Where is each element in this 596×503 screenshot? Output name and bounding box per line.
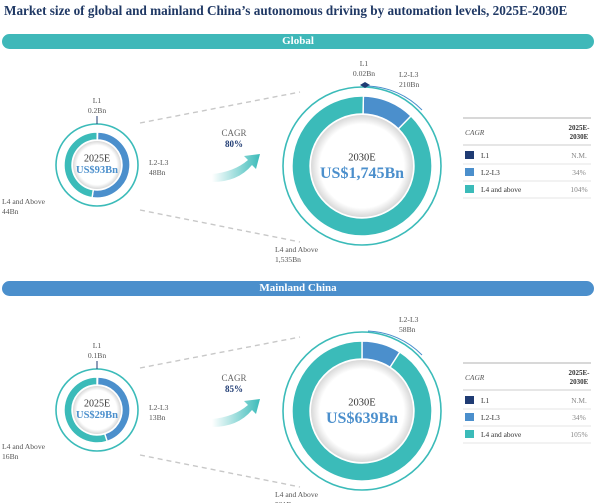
china-table-row-value-0: N.M. (571, 396, 587, 405)
china-table-row-name-1: L2-L3 (481, 413, 500, 422)
china-table-header-period-2: 2030E (570, 378, 589, 386)
global-2030-l1-value: 0.02Bn (353, 69, 375, 78)
global-2030-l1-name: L1 (360, 59, 369, 68)
china-connector-bottom (139, 454, 301, 488)
china-2030-l4-name: L4 and Above (275, 490, 319, 499)
china-2025-l2-name: L2-L3 (149, 403, 169, 412)
china-2025-total-label: US$29Bn (76, 410, 118, 421)
global-connector-top (139, 91, 301, 124)
china-table-row-name-2: L4 and above (481, 430, 522, 439)
global-2025-inner-disc (73, 141, 121, 189)
global-table-row-value-2: 104% (570, 185, 587, 194)
global-2025-l4-value: 44Bn (2, 207, 19, 216)
global-2030-l2-name: L2-L3 (399, 70, 419, 79)
china-2030-year-label: 2030E (348, 397, 375, 408)
global-2025-year-label: 2025E (84, 153, 110, 164)
global-2030-l4-name: L4 and Above (275, 245, 319, 254)
global-table-row-value-1: 34% (572, 168, 586, 177)
china-2025-inner-disc (73, 386, 121, 434)
china-2030-l2-name: L2-L3 (399, 315, 419, 324)
china-2030-l2-bracket (367, 330, 423, 356)
china-table-header-cagr: CAGR (465, 373, 485, 382)
section-band-china: Mainland China (2, 281, 594, 296)
global-2030-slice-l4-and-above (291, 95, 433, 237)
global-cagr-value: 80% (225, 139, 243, 149)
china-cagr-label: CAGR (221, 373, 246, 383)
global-table-swatch-2 (465, 185, 474, 193)
global-2030-l2-bracket (367, 85, 423, 111)
global-table-header-cagr: CAGR (465, 128, 485, 137)
chart-title: Market size of global and mainland China… (4, 3, 568, 18)
china-table-row-value-1: 34% (572, 413, 586, 422)
section-band-global: Global (2, 34, 594, 49)
global-2025-l1-value: 0.2Bn (88, 106, 107, 115)
china-table-row-value-2: 105% (570, 430, 587, 439)
china-table-swatch-1 (465, 413, 474, 421)
china-2025-l2-value: 13Bn (149, 413, 166, 422)
china-table-header-period-1: 2025E- (569, 369, 591, 377)
china-2025-l4-value: 16Bn (2, 452, 19, 461)
global-2025-total-label: US$93Bn (76, 165, 118, 176)
global-cagr-label: CAGR (221, 128, 246, 138)
china-2025-l1-name: L1 (93, 341, 102, 350)
global-table-row-name-2: L4 and above (481, 185, 522, 194)
global-connector-bottom (139, 209, 301, 243)
china-connector-top (139, 336, 301, 369)
global-cagr-arrow (212, 154, 260, 182)
global-table-row-name-1: L2-L3 (481, 168, 500, 177)
global-table-swatch-1 (465, 168, 474, 176)
global-2030-l4-value: 1,535Bn (275, 255, 301, 264)
china-table-row-name-0: L1 (481, 396, 490, 405)
global-2030-year-label: 2030E (348, 152, 375, 163)
china-2030-l4-value: 581Bn (275, 500, 295, 503)
global-2025-l2-value: 48Bn (149, 168, 166, 177)
china-2025-l1-value: 0.1Bn (88, 351, 107, 360)
china-cagr-value: 85% (225, 384, 243, 394)
china-2030-outer-ring (282, 331, 442, 491)
global-2030-inner-disc (311, 115, 413, 217)
china-2030-slice-l4-and-above (291, 340, 433, 482)
global-table-row-name-0: L1 (481, 151, 490, 160)
global-2030-total-label: US$1,745Bn (320, 165, 404, 182)
global-table-header-period-2: 2030E (570, 133, 589, 141)
china-2030-l2-value: 58Bn (399, 325, 416, 334)
global-table-header-period-1: 2025E- (569, 124, 591, 132)
global-table-swatch-0 (465, 151, 474, 159)
global-2030-l1-marker (360, 82, 370, 88)
china-2025-slice-l4-and-above (63, 376, 109, 444)
china-2025-l4-name: L4 and Above (2, 442, 46, 451)
china-2025-year-label: 2025E (84, 398, 110, 409)
china-table-swatch-0 (465, 396, 474, 404)
china-cagr-arrow (212, 399, 260, 427)
global-2025-l1-name: L1 (93, 96, 102, 105)
global-2025-l2-name: L2-L3 (149, 158, 169, 167)
global-2030-l2-value: 210Bn (399, 80, 419, 89)
global-2030-outer-ring (282, 86, 442, 246)
global-2025-slice-l4-and-above (63, 131, 98, 199)
china-2030-inner-disc (311, 360, 413, 462)
global-table-row-value-0: N.M. (571, 151, 587, 160)
global-2025-l4-name: L4 and Above (2, 197, 46, 206)
china-table-swatch-2 (465, 430, 474, 438)
china-2030-total-label: US$639Bn (326, 410, 398, 427)
